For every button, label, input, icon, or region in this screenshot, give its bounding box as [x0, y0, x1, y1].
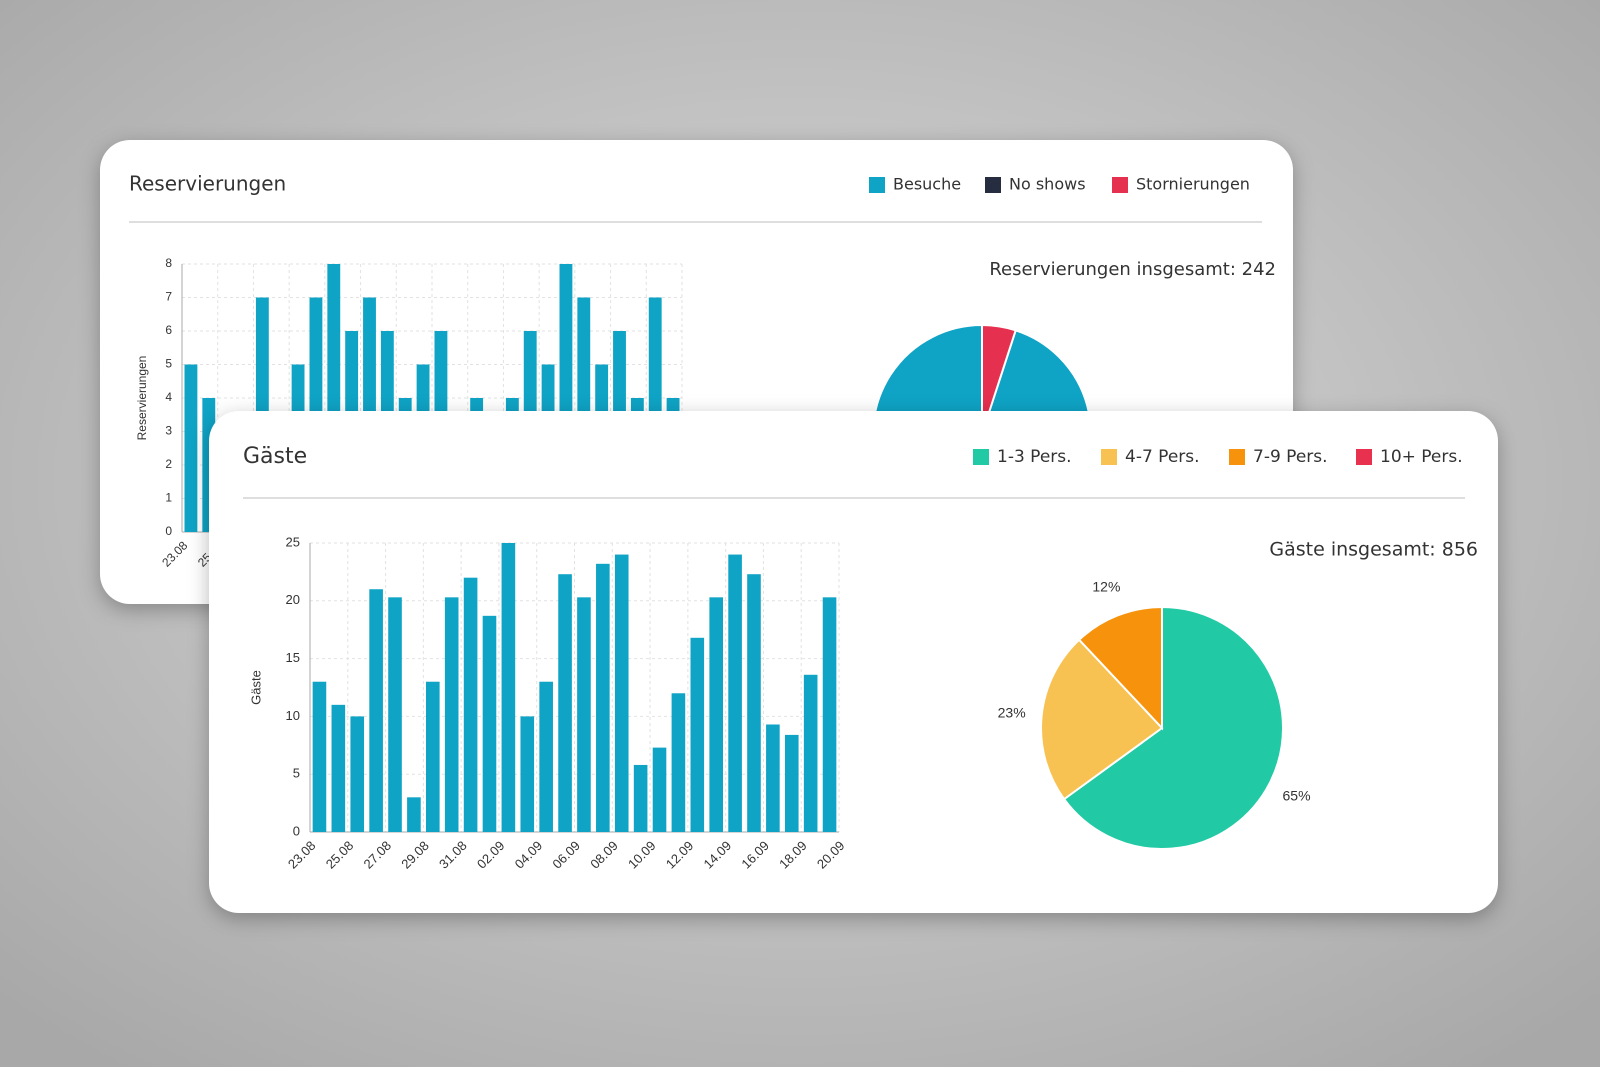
pie-label: 23% — [998, 704, 1026, 720]
bar — [766, 724, 780, 832]
bar — [407, 797, 421, 832]
pie-slice — [1077, 605, 1163, 731]
bar — [690, 637, 705, 832]
bar — [596, 563, 610, 832]
bar — [784, 734, 799, 832]
legend-label: Besuche — [893, 175, 961, 194]
y-tick-label: 5 — [165, 357, 172, 371]
y-tick-label: 1 — [165, 491, 172, 505]
card-title: Gäste — [243, 444, 307, 469]
y-axis-label: Reservierungen — [135, 356, 149, 441]
bar — [350, 716, 365, 832]
bar — [539, 681, 553, 832]
bar — [444, 597, 459, 832]
legend-swatch — [1112, 177, 1128, 193]
bar — [652, 747, 667, 832]
pie-slice — [1040, 638, 1164, 801]
pie-slice — [981, 323, 1017, 435]
legend-label: 4-7 Pers. — [1125, 447, 1200, 467]
bar — [184, 364, 198, 532]
bar — [463, 577, 478, 832]
bar — [501, 543, 516, 832]
y-tick-label: 4 — [165, 390, 172, 404]
bar — [747, 574, 761, 832]
y-tick-label: 5 — [293, 766, 300, 781]
y-tick-label: 15 — [286, 650, 300, 665]
legend-swatch — [1356, 449, 1372, 465]
total-label: Reservierungen insgesamt: 242 — [989, 259, 1276, 280]
bar — [520, 716, 535, 832]
bar — [558, 574, 572, 832]
bar — [803, 674, 818, 832]
y-tick-label: 8 — [165, 256, 172, 270]
legend-swatch — [973, 449, 989, 465]
bar — [671, 693, 686, 832]
y-tick-label: 10 — [286, 708, 300, 723]
bar — [577, 597, 591, 832]
bar — [633, 764, 648, 832]
bar — [369, 589, 383, 832]
bar — [822, 597, 837, 832]
bar — [614, 554, 629, 832]
bar — [728, 554, 742, 832]
y-tick-label: 20 — [286, 592, 300, 607]
legend-label: 7-9 Pers. — [1253, 447, 1328, 467]
bar — [426, 681, 440, 832]
bar — [709, 597, 723, 832]
bar — [312, 681, 327, 832]
pie-label: 12% — [1092, 578, 1120, 594]
y-tick-label: 0 — [293, 823, 300, 838]
legend-swatch — [985, 177, 1001, 193]
legend-swatch — [1101, 449, 1117, 465]
y-tick-label: 6 — [165, 323, 172, 337]
legend-swatch — [869, 177, 885, 193]
legend-swatch — [1229, 449, 1245, 465]
bar — [388, 597, 402, 832]
y-tick-label: 3 — [165, 424, 172, 438]
legend-label: 1-3 Pers. — [997, 447, 1072, 467]
y-tick-label: 7 — [165, 290, 172, 304]
pie-label: 65% — [1283, 787, 1311, 803]
card-background — [209, 411, 1498, 913]
card-title: Reservierungen — [129, 172, 286, 196]
y-axis-label: Gäste — [248, 670, 263, 705]
total-label: Gäste insgesamt: 856 — [1269, 539, 1478, 561]
legend-label: No shows — [1009, 175, 1086, 194]
y-tick-label: 25 — [286, 534, 300, 549]
legend-label: Stornierungen — [1136, 175, 1250, 194]
bar — [482, 615, 497, 832]
legend-label: 10+ Pers. — [1380, 447, 1463, 467]
y-tick-label: 0 — [165, 524, 172, 538]
y-tick-label: 2 — [165, 457, 172, 471]
pie-slice — [1062, 605, 1284, 850]
bar — [331, 704, 346, 832]
